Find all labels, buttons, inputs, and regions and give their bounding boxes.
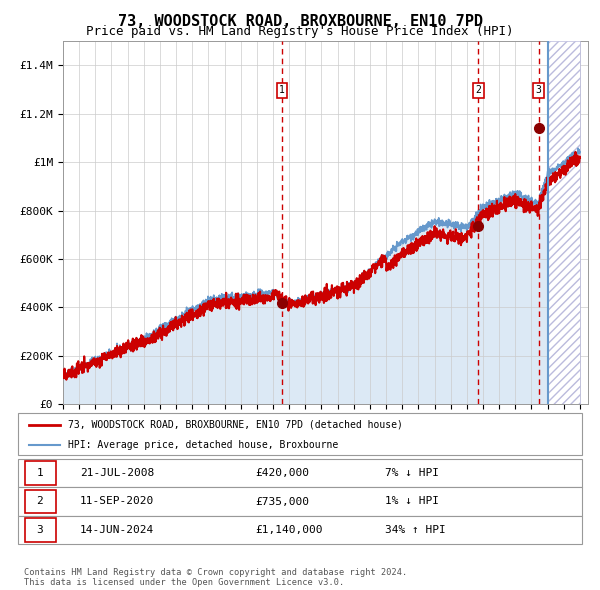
Text: £420,000: £420,000 (255, 468, 309, 478)
Text: 7% ↓ HPI: 7% ↓ HPI (385, 468, 439, 478)
Text: £735,000: £735,000 (255, 497, 309, 506)
Text: 1% ↓ HPI: 1% ↓ HPI (385, 497, 439, 506)
Text: HPI: Average price, detached house, Broxbourne: HPI: Average price, detached house, Brox… (68, 440, 338, 450)
Text: 14-JUN-2024: 14-JUN-2024 (80, 525, 154, 535)
Text: 3: 3 (37, 525, 43, 535)
Text: 3: 3 (536, 86, 542, 95)
Bar (25, 461, 56, 485)
Text: Contains HM Land Registry data © Crown copyright and database right 2024.
This d: Contains HM Land Registry data © Crown c… (24, 568, 407, 587)
Bar (25, 518, 56, 542)
Text: 21-JUL-2008: 21-JUL-2008 (80, 468, 154, 478)
Text: 11-SEP-2020: 11-SEP-2020 (80, 497, 154, 506)
Text: 2: 2 (37, 497, 43, 506)
Text: 73, WOODSTOCK ROAD, BROXBOURNE, EN10 7PD: 73, WOODSTOCK ROAD, BROXBOURNE, EN10 7PD (118, 14, 482, 28)
Text: Price paid vs. HM Land Registry's House Price Index (HPI): Price paid vs. HM Land Registry's House … (86, 25, 514, 38)
Text: 2: 2 (475, 86, 481, 95)
Bar (25, 490, 56, 513)
Text: £1,140,000: £1,140,000 (255, 525, 322, 535)
Text: 73, WOODSTOCK ROAD, BROXBOURNE, EN10 7PD (detached house): 73, WOODSTOCK ROAD, BROXBOURNE, EN10 7PD… (68, 420, 403, 430)
Text: 1: 1 (279, 86, 285, 95)
Text: 34% ↑ HPI: 34% ↑ HPI (385, 525, 445, 535)
Text: 1: 1 (37, 468, 43, 478)
